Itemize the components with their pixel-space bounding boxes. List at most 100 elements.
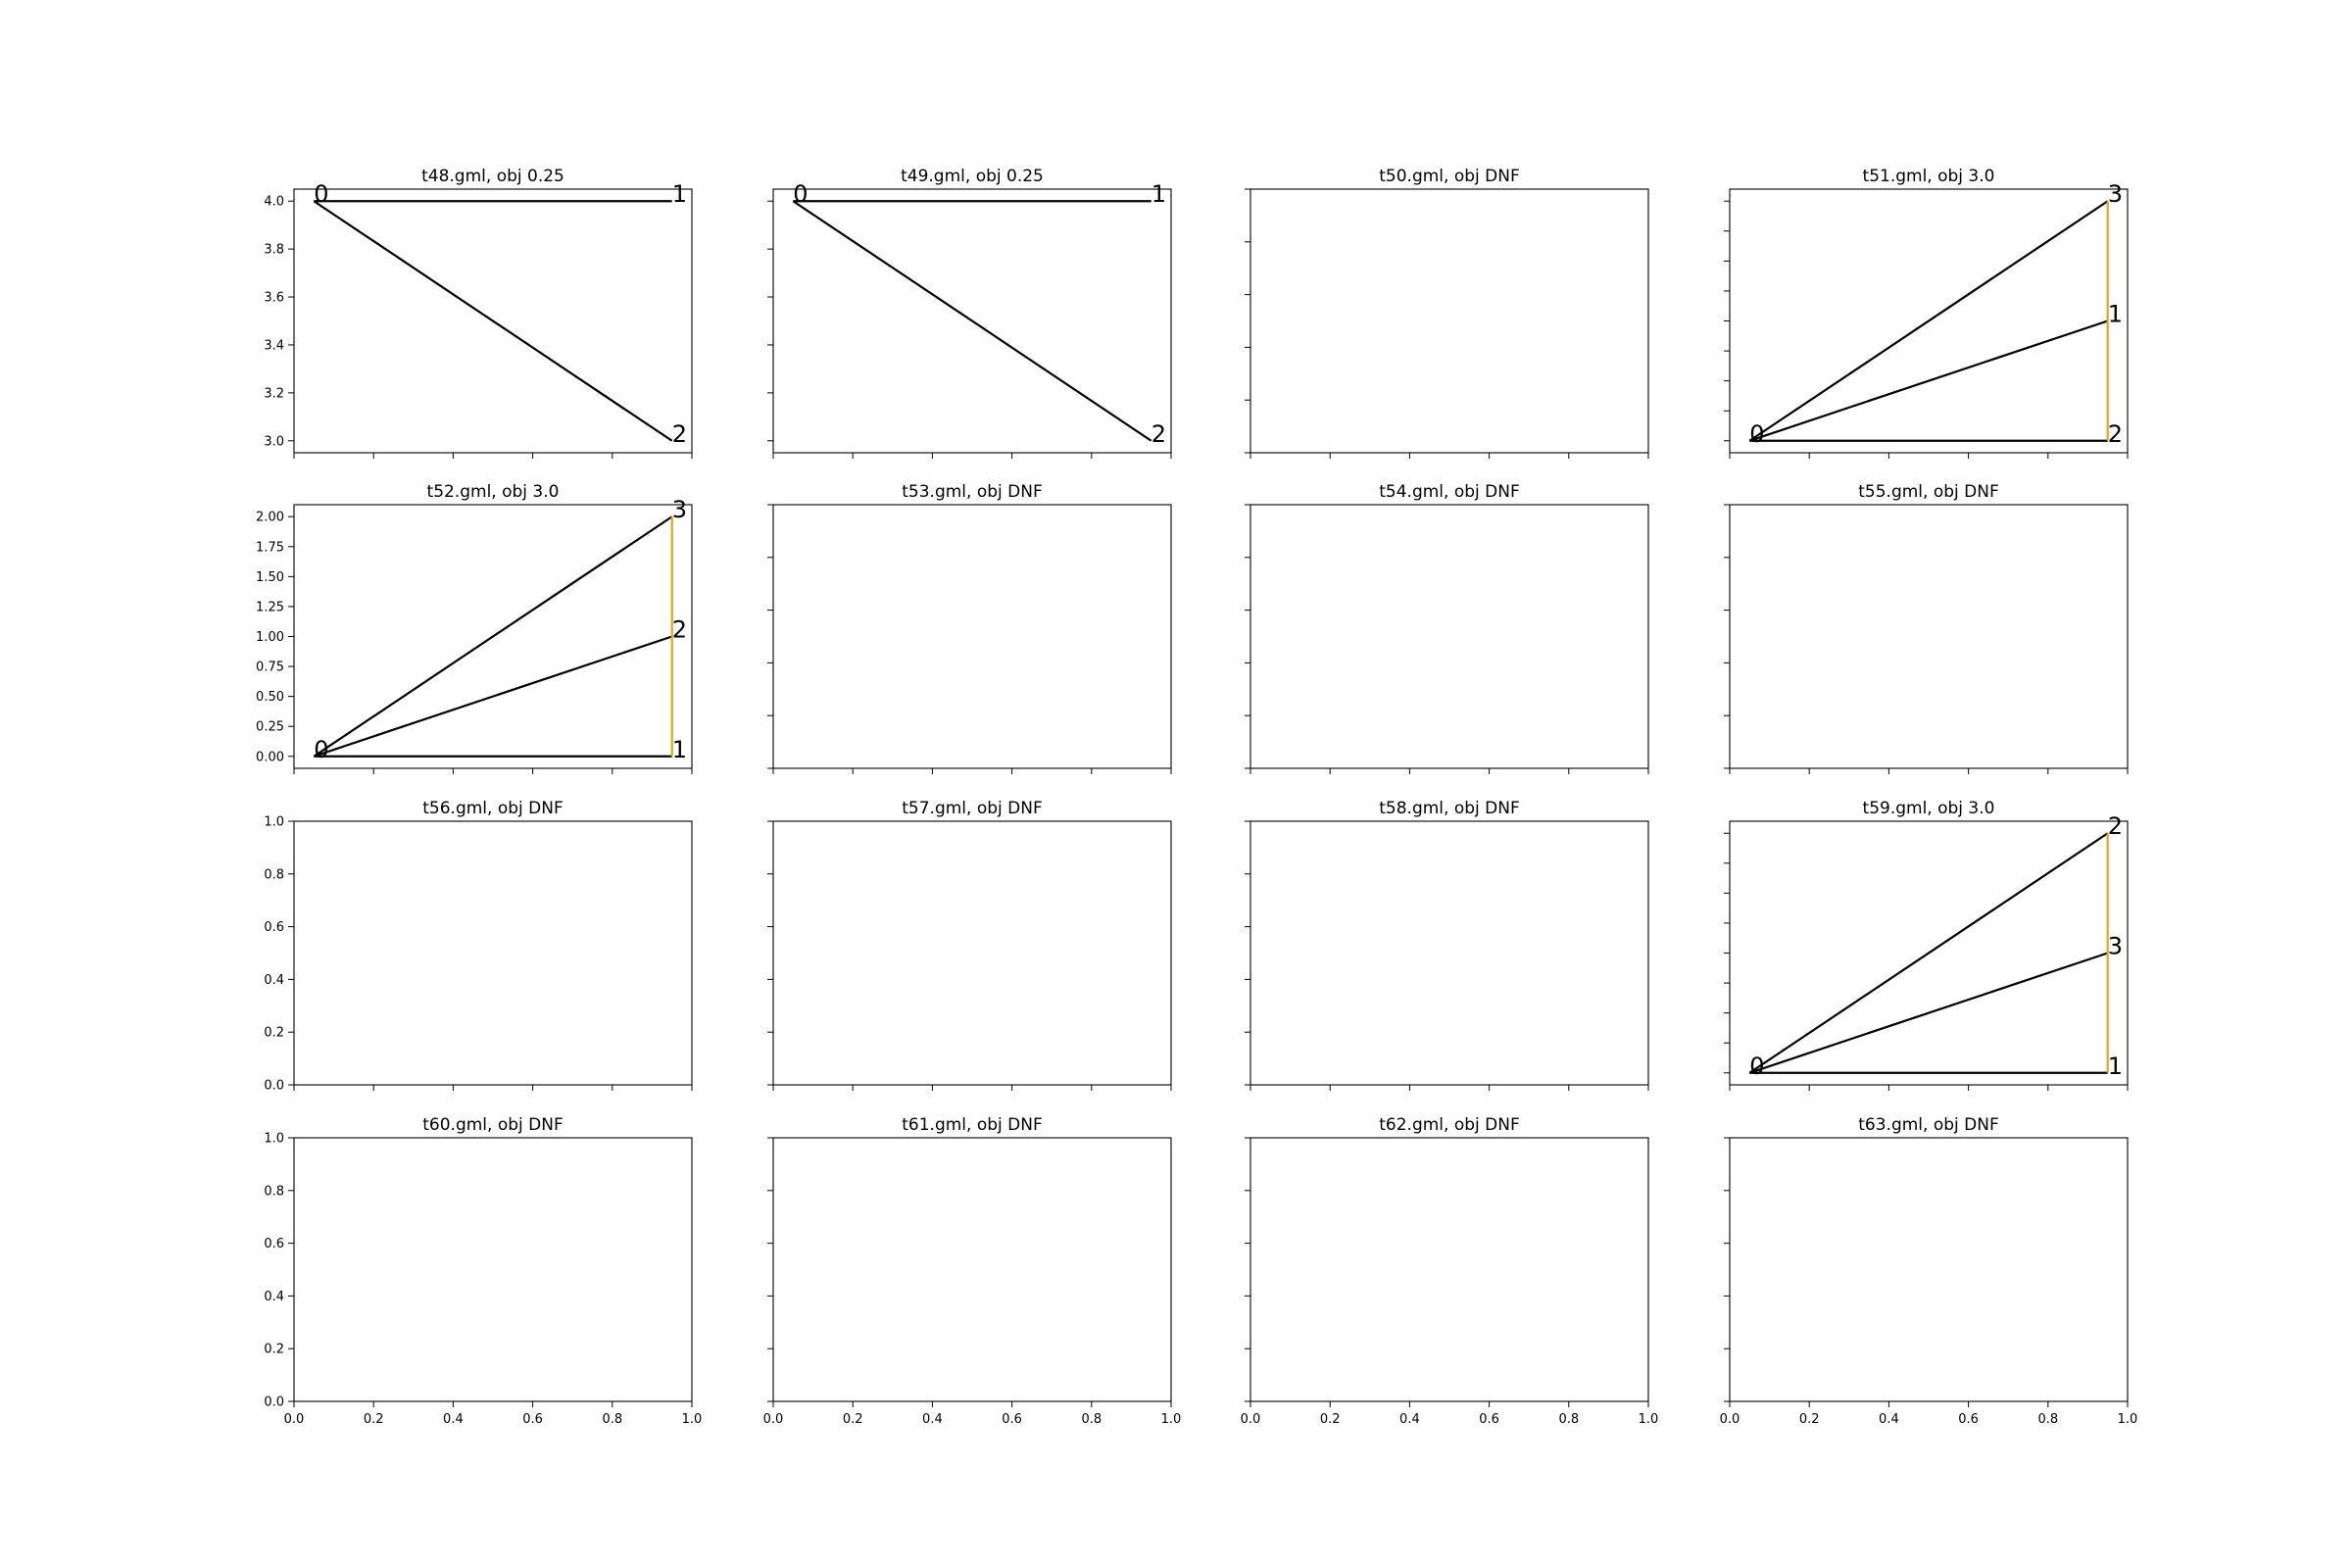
subplot: t61.gml, obj DNF 0.0 0.2 0.4 0.6 0.8 1.0 <box>763 1115 1182 1427</box>
subplot-title: t50.gml, obj DNF <box>1379 167 1520 186</box>
subplot-title: t49.gml, obj 0.25 <box>901 167 1044 186</box>
axes-frame <box>1729 1137 2129 1402</box>
y-tick-label: 0.6 <box>264 1237 284 1251</box>
node-label: 1 <box>2108 301 2123 328</box>
x-tick-label: 1.0 <box>2118 1412 2138 1427</box>
x-tick-label: 0.4 <box>922 1412 943 1427</box>
y-tick-label: 3.6 <box>264 291 284 306</box>
subplot: t48.gml, obj 0.25 3.0 3.2 3.4 3.6 3.8 4.0 0 1 2 <box>264 167 693 459</box>
subplot-title: t52.gml, obj 3.0 <box>427 482 560 502</box>
node-label: 0 <box>1749 420 1764 448</box>
subplot-title: t54.gml, obj DNF <box>1379 482 1520 502</box>
y-tick-label: 1.50 <box>256 570 284 585</box>
y-tick-label: 3.8 <box>264 243 284 258</box>
y-tick-label: 0.2 <box>264 1343 284 1357</box>
node-label: 2 <box>2108 812 2123 840</box>
graph-edge <box>313 515 673 758</box>
y-tick-label: 0.4 <box>264 1290 284 1304</box>
x-tick-label: 0.2 <box>1799 1412 1820 1427</box>
y-tick-label: 1.00 <box>256 630 284 645</box>
node-label: 0 <box>793 180 808 208</box>
axes-frame <box>1250 504 1649 769</box>
y-tick-label: 0.00 <box>256 750 284 764</box>
subplot: t58.gml, obj DNF <box>1245 799 1649 1091</box>
axes-frame <box>1729 504 2129 769</box>
node-label: 2 <box>672 420 687 448</box>
x-tick-label: 0.2 <box>843 1412 863 1427</box>
y-tick-label: 1.0 <box>264 1132 284 1147</box>
graph-edge <box>1748 832 2109 1074</box>
subplot: t62.gml, obj DNF 0.0 0.2 0.4 0.6 0.8 1.0 <box>1241 1115 1659 1427</box>
subplot-title: t53.gml, obj DNF <box>902 482 1043 502</box>
x-tick-label: 0.8 <box>1558 1412 1579 1427</box>
axes-frame <box>1250 188 1649 454</box>
subplot-title: t62.gml, obj DNF <box>1379 1115 1520 1135</box>
graph-edge <box>792 200 1152 442</box>
subplot-title: t61.gml, obj DNF <box>902 1115 1043 1135</box>
subplot: t52.gml, obj 3.0 0.00 0.25 0.50 0.75 1.00 1.25… <box>256 482 693 774</box>
x-tick-label: 0.0 <box>1241 1412 1261 1427</box>
axes-frame <box>293 1137 693 1402</box>
y-tick-label: 0.0 <box>264 1079 284 1094</box>
x-tick-label: 0.4 <box>1399 1412 1420 1427</box>
x-tick-label: 0.6 <box>522 1412 543 1427</box>
y-tick-label: 0.8 <box>264 867 284 882</box>
subplot-title: t63.gml, obj DNF <box>1858 1115 1999 1135</box>
axes-frame <box>772 1137 1172 1402</box>
y-tick-label: 1.25 <box>256 600 284 614</box>
subplot-title: t56.gml, obj DNF <box>422 799 564 818</box>
subplot-title: t51.gml, obj 3.0 <box>1863 167 1995 186</box>
y-tick-label: 0.6 <box>264 920 284 935</box>
x-tick-label: 0.6 <box>1479 1412 1499 1427</box>
graph-edge <box>313 635 673 758</box>
y-tick-label: 0.4 <box>264 973 284 988</box>
y-tick-label: 0.50 <box>256 690 284 705</box>
subplot-title: t59.gml, obj 3.0 <box>1863 799 1995 818</box>
x-tick-label: 0.6 <box>1002 1412 1022 1427</box>
y-tick-label: 0.0 <box>264 1396 284 1410</box>
x-tick-label: 0.0 <box>763 1412 784 1427</box>
node-label: 2 <box>2108 420 2123 448</box>
y-tick-label: 0.25 <box>256 720 284 735</box>
x-tick-label: 0.8 <box>1081 1412 1102 1427</box>
subplot-title: t48.gml, obj 0.25 <box>421 167 564 186</box>
y-tick-label: 2.00 <box>256 511 284 525</box>
y-tick-label: 1.0 <box>264 815 284 830</box>
node-label: 3 <box>2108 180 2123 208</box>
subplot: t54.gml, obj DNF <box>1245 482 1649 774</box>
subplot-title: t57.gml, obj DNF <box>902 799 1043 818</box>
subplot: t51.gml, obj 3.0 0 1 2 3 <box>1724 167 2129 459</box>
y-tick-label: 3.0 <box>264 434 284 449</box>
x-tick-label: 1.0 <box>682 1412 703 1427</box>
x-tick-label: 0.8 <box>2037 1412 2058 1427</box>
subplot-title: t55.gml, obj DNF <box>1858 482 1999 502</box>
graph-edge <box>1748 952 2109 1074</box>
subplot: t59.gml, obj 3.0 0 1 2 3 <box>1724 799 2129 1091</box>
x-tick-label: 0.4 <box>443 1412 464 1427</box>
x-tick-label: 0.2 <box>1320 1412 1341 1427</box>
subplot: t57.gml, obj DNF <box>767 799 1172 1091</box>
graph-edge <box>313 200 673 442</box>
x-tick-label: 0.0 <box>284 1412 305 1427</box>
node-label: 2 <box>672 616 687 644</box>
subplot-title: t58.gml, obj DNF <box>1379 799 1520 818</box>
axes-frame <box>772 504 1172 769</box>
subplot-title: t60.gml, obj DNF <box>422 1115 564 1135</box>
x-tick-label: 0.6 <box>1958 1412 1979 1427</box>
node-label: 2 <box>1152 420 1166 448</box>
x-tick-label: 0.2 <box>364 1412 384 1427</box>
node-label: 1 <box>2108 1053 2123 1080</box>
subplot: t50.gml, obj DNF <box>1245 167 1649 459</box>
node-label: 0 <box>1749 1053 1764 1080</box>
y-tick-label: 0.8 <box>264 1184 284 1199</box>
subplot: t63.gml, obj DNF 0.0 0.2 0.4 0.6 0.8 1.0 <box>1720 1115 2138 1427</box>
subplot: t55.gml, obj DNF <box>1724 482 2129 774</box>
subplot: t56.gml, obj DNF 0.0 0.2 0.4 0.6 0.8 1.0 <box>264 799 693 1094</box>
node-label: 0 <box>314 180 328 208</box>
x-tick-label: 0.4 <box>1879 1412 1899 1427</box>
y-tick-label: 0.75 <box>256 661 284 675</box>
graph-edge <box>1748 319 2109 442</box>
y-tick-label: 4.0 <box>264 195 284 210</box>
node-label: 1 <box>672 180 687 208</box>
